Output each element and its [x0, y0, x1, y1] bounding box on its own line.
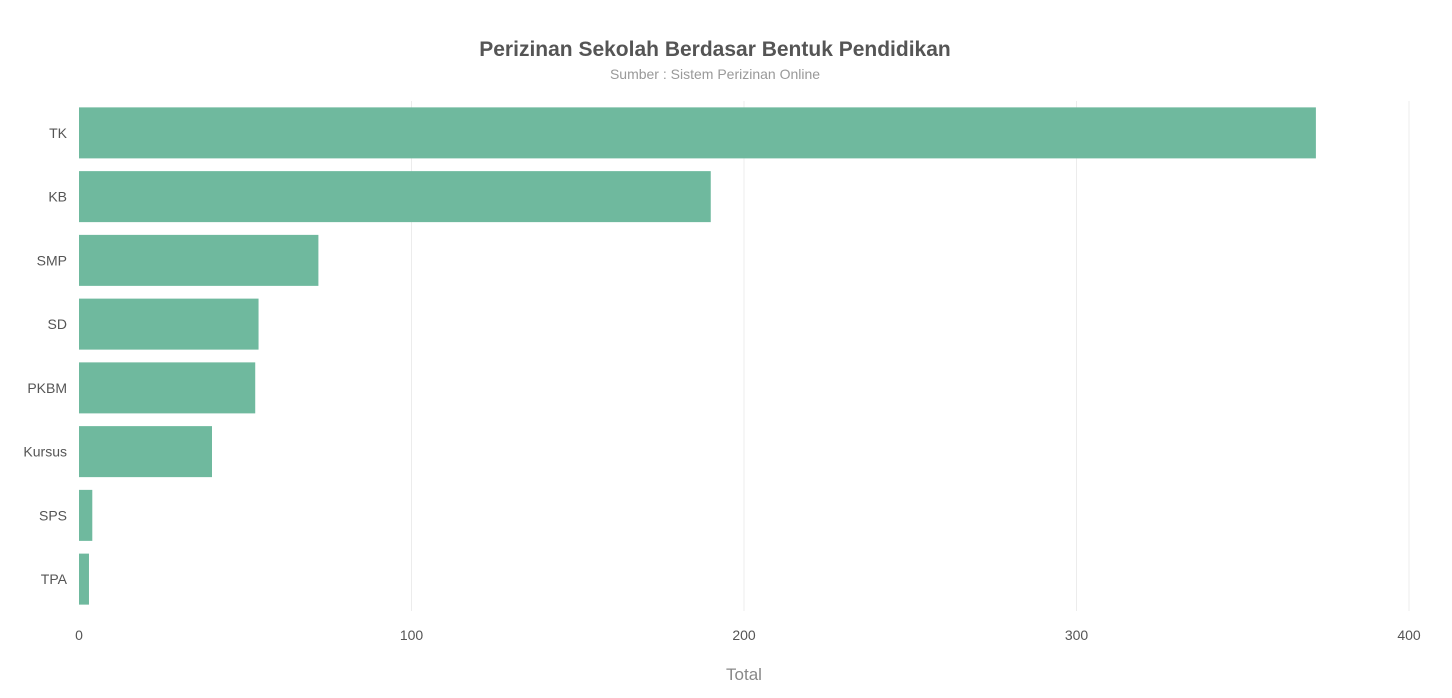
- x-tick-label: 0: [75, 627, 83, 643]
- y-tick-label-pkbm: PKBM: [27, 380, 67, 396]
- x-tick-label: 100: [400, 627, 424, 643]
- y-tick-label-tpa: TPA: [41, 571, 68, 587]
- x-tick-labels: 0 100 200 300 400: [75, 627, 1421, 643]
- y-tick-label-smp: SMP: [37, 252, 67, 268]
- bar-smp[interactable]: [79, 234, 319, 286]
- y-tick-label-sd: SD: [48, 316, 67, 332]
- y-tick-label-tk: TK: [49, 125, 68, 141]
- bar-sps[interactable]: [79, 489, 93, 541]
- x-axis-title: Total: [726, 665, 762, 684]
- bar-kb[interactable]: [79, 171, 711, 223]
- grid-lines: [411, 101, 1410, 611]
- bar-tk[interactable]: [79, 107, 1316, 159]
- bar-tpa[interactable]: [79, 553, 89, 605]
- x-tick-label: 300: [1065, 627, 1089, 643]
- x-tick-label: 200: [732, 627, 756, 643]
- chart-title: Perizinan Sekolah Berdasar Bentuk Pendid…: [479, 38, 951, 61]
- y-tick-labels: TK KB SMP SD PKBM Kursus SPS TPA: [23, 125, 67, 587]
- bars: [79, 107, 1316, 605]
- x-tick-label: 400: [1397, 627, 1421, 643]
- bar-kursus[interactable]: [79, 426, 212, 478]
- y-tick-label-sps: SPS: [39, 507, 67, 523]
- chart-subtitle: Sumber : Sistem Perizinan Online: [610, 66, 820, 82]
- y-tick-label-kb: KB: [48, 189, 67, 205]
- bar-pkbm[interactable]: [79, 362, 256, 414]
- bar-sd[interactable]: [79, 298, 259, 350]
- y-tick-label-kursus: Kursus: [23, 444, 67, 460]
